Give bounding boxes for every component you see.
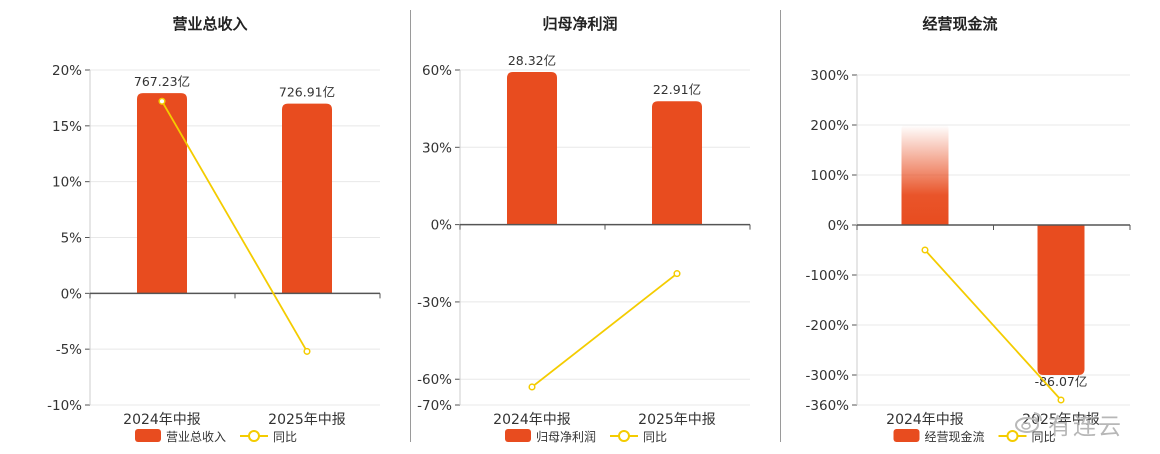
x-tick-label: 2024年中报	[493, 412, 571, 428]
bar-value-label: 28.32亿	[508, 53, 556, 68]
y-tick-label: 0%	[431, 218, 453, 234]
yoy-line	[531, 272, 678, 388]
yoy-line	[924, 249, 1062, 401]
chart-panel-2: 归母净利润 60% 30% 0% -30% -60% -70% 28.32亿 22.91亿 202…	[417, 15, 751, 444]
chart-title: 经营现金流	[922, 15, 997, 33]
bar	[1037, 225, 1085, 375]
x-tick-label: 2024年中报	[886, 412, 964, 428]
panel-divider	[410, 10, 411, 442]
y-tick-label: 300%	[810, 68, 849, 84]
x-tick-label: 2025年中报	[1022, 412, 1100, 428]
chart-panel-1: 营业总收入 20% 15% 10% 5% 0% -5% -10% 767.23亿 726.91亿 2…	[47, 15, 381, 444]
legend-swatch-bar	[505, 429, 531, 442]
bar	[282, 103, 332, 294]
y-tick-label: -200%	[806, 318, 850, 334]
y-tick-label: -30%	[417, 295, 452, 311]
chart-title: 营业总收入	[172, 15, 247, 33]
legend-label: 营业总收入	[166, 430, 226, 444]
y-tick-label: 0%	[61, 286, 83, 302]
y-tick-label: 20%	[52, 63, 82, 79]
y-tick-label: 200%	[810, 118, 849, 134]
y-tick-label: -10%	[47, 398, 82, 414]
y-tick-label: -300%	[806, 368, 850, 384]
y-tick-label: 15%	[52, 119, 82, 135]
bar	[137, 93, 187, 294]
legend-swatch-point	[618, 430, 630, 442]
y-tick-label: 30%	[422, 140, 452, 156]
legend-label: 归母净利润	[536, 430, 596, 444]
legend-label: 同比	[273, 430, 297, 444]
legend-label: 同比	[1032, 430, 1056, 444]
legend-label: 经营现金流	[925, 429, 985, 444]
legend-swatch-point	[248, 430, 260, 442]
y-tick-label: -60%	[417, 372, 452, 388]
yoy-line	[161, 100, 308, 352]
y-tick-label: 10%	[52, 175, 82, 191]
x-tick-label: 2024年中报	[123, 412, 201, 428]
yoy-point	[1057, 396, 1065, 404]
bar-value-label: 767.23亿	[134, 74, 190, 89]
y-tick-label: 0%	[828, 218, 850, 234]
y-tick-label: 5%	[61, 231, 83, 247]
chart-title: 归母净利润	[542, 15, 617, 33]
y-tick-label: -70%	[417, 398, 452, 414]
y-tick-label: -100%	[806, 268, 850, 284]
yoy-point	[303, 347, 311, 355]
legend-swatch-bar	[893, 429, 920, 442]
bar	[901, 125, 949, 225]
bar	[652, 101, 702, 225]
bar-value-label: -86.07亿	[1035, 374, 1088, 389]
bar	[507, 72, 557, 225]
panel-divider	[780, 10, 781, 442]
y-tick-label: 60%	[422, 63, 452, 79]
legend-swatch-bar	[135, 429, 161, 442]
y-tick-label: -360%	[806, 398, 850, 414]
x-tick-label: 2025年中报	[268, 412, 346, 428]
yoy-point	[528, 383, 536, 391]
x-tick-label: 2025年中报	[638, 412, 716, 428]
yoy-point	[158, 97, 166, 105]
y-tick-label: -5%	[56, 342, 82, 358]
bar-value-label: 22.91亿	[653, 82, 701, 97]
yoy-point	[673, 270, 681, 278]
legend-label: 同比	[643, 430, 667, 444]
bar-value-label: 726.91亿	[279, 85, 335, 100]
yoy-point	[921, 246, 929, 254]
legend-swatch-point	[1006, 430, 1019, 442]
y-tick-label: 100%	[810, 168, 849, 184]
chart-panel-3: 经营现金流 300% 200% 100% 0% -100% -200% -300% -360% -…	[806, 15, 1131, 444]
